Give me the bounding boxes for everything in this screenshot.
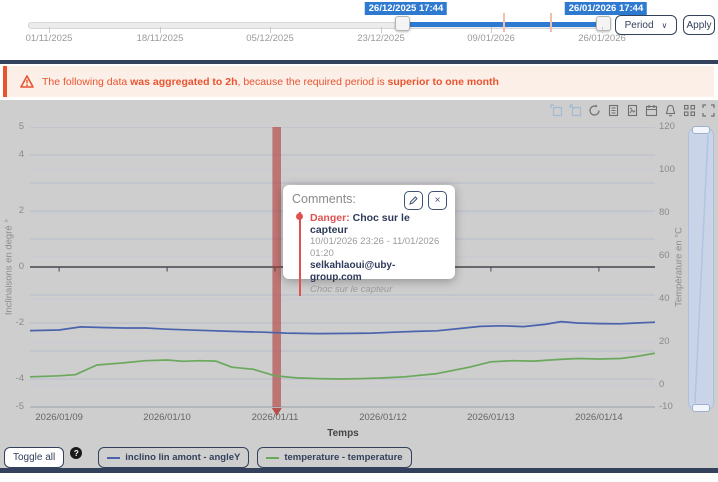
toggle-all-button[interactable]: Toggle all <box>4 447 65 468</box>
panel-top-border <box>0 60 718 64</box>
x-tick-label: 2026/01/12 <box>359 412 407 423</box>
pencil-icon <box>409 196 418 205</box>
x-tick-label: 2026/01/10 <box>143 412 191 423</box>
y-axis-right-ticks: 120 100 80 60 40 20 0 -10 <box>659 122 685 412</box>
x-axis-ticks: 2026/01/09 2026/01/10 2026/01/11 2026/01/12… <box>30 412 655 424</box>
y-right-tick-label: 100 <box>659 164 675 176</box>
restore-icon[interactable] <box>588 104 601 117</box>
banner-text-part: was aggregated to 2h <box>130 75 238 88</box>
focus-icon[interactable] <box>702 104 715 117</box>
data-view-icon[interactable] <box>607 104 620 117</box>
vertical-datazoom-slider[interactable] <box>688 126 714 412</box>
slider-selected-range[interactable] <box>402 22 603 27</box>
slider-end-tooltip: 26/01/2026 17:44 <box>564 2 648 15</box>
y-axis-left-ticks: 5 4 2 0 -2 -4 -5 <box>0 122 26 412</box>
legend-item-angleY[interactable]: inclino lin amont - angleY <box>98 447 250 468</box>
period-dropdown[interactable]: Period ∨ <box>615 15 677 35</box>
slider-tick-label: 23/12/2025 <box>357 33 405 44</box>
comment-severity: Danger: <box>310 212 350 224</box>
banner-text: The following data was aggregated to 2h,… <box>42 76 499 88</box>
legend-item-temperature[interactable]: temperature - temperature <box>257 447 412 468</box>
calendar-icon[interactable] <box>645 104 658 117</box>
series-line-marker <box>266 456 280 459</box>
comments-title: Comments: <box>292 192 356 206</box>
chart-legend: Toggle all ? inclino lin amont - angleY … <box>4 447 412 468</box>
y-left-tick-label: -5 <box>15 401 24 412</box>
timeline-event-marker <box>550 13 552 32</box>
slider-tick-mark <box>49 27 50 33</box>
slider-tick-label: 09/01/2026 <box>467 33 515 44</box>
close-icon: × <box>434 195 441 206</box>
y-left-tick-label: 4 <box>18 149 24 160</box>
x-tick-label: 2026/01/14 <box>575 412 623 423</box>
comment-heading: Danger: Choc sur le capteur <box>310 212 410 236</box>
slider-tick-label: 05/12/2025 <box>246 33 294 44</box>
slider-tick-mark <box>160 27 161 33</box>
y-left-tick-label: -2 <box>15 317 24 328</box>
y-right-tick-label: 0 <box>659 379 665 391</box>
y-left-tick-label: 5 <box>18 121 24 132</box>
slider-start-tooltip: 26/12/2025 17:44 <box>364 2 448 15</box>
y-right-tick-label: 40 <box>659 293 670 305</box>
slider-tick-mark <box>602 27 603 33</box>
save-image-icon[interactable] <box>626 104 639 117</box>
y-left-tick-label: 2 <box>18 205 24 216</box>
severity-dot-icon <box>296 213 303 220</box>
y-right-tick-label: 120 <box>659 121 675 132</box>
chevron-down-icon: ∨ <box>661 20 668 30</box>
slider-end-handle[interactable] <box>596 16 611 31</box>
banner-text-part: superior to one month <box>387 75 499 88</box>
x-tick-label: 2026/01/13 <box>467 412 515 423</box>
x-tick-label: 2026/01/11 <box>251 412 299 423</box>
datazoom-top-handle[interactable] <box>692 126 710 134</box>
datazoom-shadow <box>694 134 709 404</box>
apply-button[interactable]: Apply <box>683 15 715 35</box>
comment-note: Choc sur le capteur <box>310 284 393 295</box>
aggregation-warning-banner: The following data was aggregated to 2h,… <box>3 66 714 97</box>
y-right-tick-label: -10 <box>659 401 673 412</box>
slider-tick-mark <box>381 27 382 33</box>
comment-entry: Danger: Choc sur le capteur 10/01/2026 2… <box>296 212 446 296</box>
datazoom-bottom-handle[interactable] <box>692 404 710 412</box>
edit-comment-button[interactable] <box>404 191 423 210</box>
panel-bottom-border <box>0 468 718 473</box>
grid-code-icon[interactable] <box>683 104 696 117</box>
y-left-tick-label: 0 <box>18 261 24 272</box>
comment-author: selkahlaoui@uby-group.com <box>310 260 396 283</box>
warning-triangle-icon <box>20 75 34 88</box>
banner-text-part: , because the required period is <box>237 75 388 88</box>
slider-tick-mark <box>491 27 492 33</box>
comment-period: 10/01/2026 23:26 - 11/01/2026 01:20 <box>310 236 440 259</box>
comments-popup: Comments: × Danger: Choc sur le capteur … <box>283 185 455 296</box>
period-dropdown-label: Period <box>624 19 654 31</box>
banner-text-part: The following data <box>42 75 131 88</box>
zoom-select-icon[interactable] <box>550 104 563 117</box>
help-badge[interactable]: ? <box>70 447 83 459</box>
slider-tick-label: 18/11/2025 <box>136 33 184 44</box>
timeline-event-marker <box>503 13 505 32</box>
x-axis-title: Temps <box>327 428 359 439</box>
y-right-tick-label: 60 <box>659 250 670 262</box>
slider-tick-label: 26/01/2026 <box>578 33 626 44</box>
slider-tick-mark <box>270 27 271 33</box>
y-left-tick-label: -4 <box>15 373 24 384</box>
alarm-bell-icon[interactable] <box>664 104 677 117</box>
zoom-back-icon[interactable] <box>569 104 582 117</box>
chart-toolbar <box>550 104 715 117</box>
x-tick-label: 2026/01/09 <box>35 412 83 423</box>
slider-start-handle[interactable] <box>395 16 410 31</box>
y-right-tick-label: 20 <box>659 336 670 348</box>
series-line-marker <box>107 456 121 459</box>
slider-tick-label: 01/11/2025 <box>25 33 73 44</box>
y-right-tick-label: 80 <box>659 207 670 219</box>
close-comments-button[interactable]: × <box>428 191 447 210</box>
